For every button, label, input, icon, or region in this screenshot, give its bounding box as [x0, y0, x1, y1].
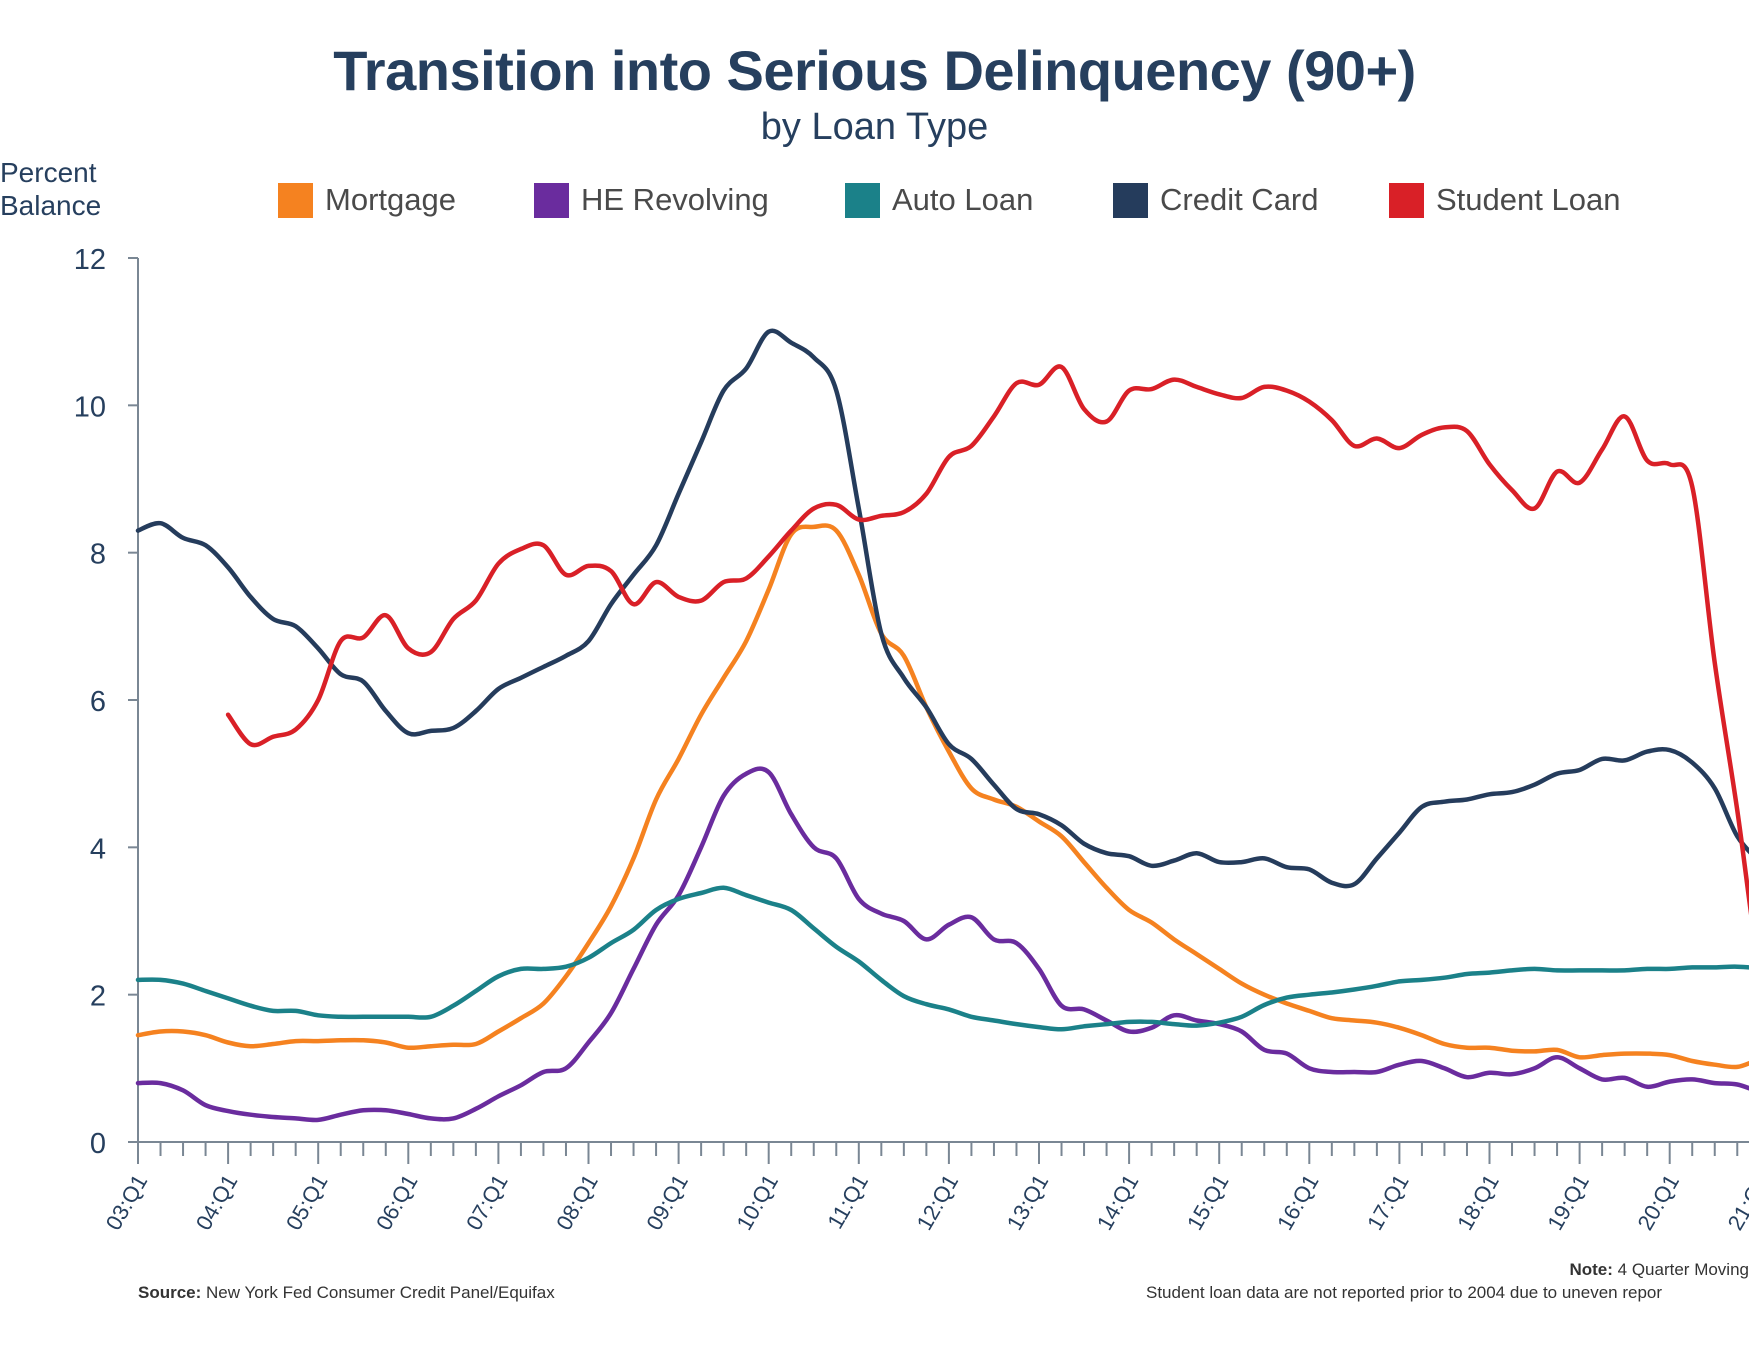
- y-tick-label: 6: [90, 686, 106, 718]
- x-tick-label: 13:Q1: [1002, 1170, 1054, 1234]
- legend-item-mortgage: Mortgage: [278, 182, 456, 218]
- x-tick-label: 08:Q1: [551, 1170, 603, 1234]
- legend-item-student-loan: Student Loan: [1389, 182, 1620, 218]
- series-line-auto-loan: [135, 885, 1749, 1032]
- legend-swatch: [1113, 182, 1148, 218]
- series-line-mortgage: [135, 523, 1749, 1070]
- x-tick-label: 16:Q1: [1272, 1170, 1324, 1234]
- y-axis-label: Percent Balance: [0, 156, 101, 222]
- x-tick-label: 14:Q1: [1092, 1170, 1144, 1234]
- x-tick-label: 20:Q1: [1632, 1170, 1684, 1234]
- series-line-student-loan: [225, 364, 1749, 916]
- legend-swatch: [278, 182, 313, 218]
- footnote: Note: 4 Quarter Moving: [1569, 1260, 1749, 1280]
- y-tick-label: 12: [74, 244, 106, 276]
- series-group: [135, 328, 1749, 1123]
- x-tick-label: 03:Q1: [101, 1170, 153, 1234]
- y-tick-label: 4: [90, 833, 106, 865]
- legend-label: Student Loan: [1436, 182, 1621, 217]
- y-tick-label: 8: [90, 539, 106, 571]
- legend-item-he-revolving: HE Revolving: [534, 182, 769, 218]
- chart-subtitle: by Loan Type: [760, 106, 989, 148]
- legend-label: Auto Loan: [892, 182, 1034, 217]
- x-tick-label: 07:Q1: [461, 1170, 513, 1234]
- note-text: 4 Quarter Moving: [1617, 1260, 1749, 1279]
- legend: Mortgage HE Revolving Auto Loan Credit Card…: [0, 182, 1749, 232]
- source-note: Source: New York Fed Consumer Credit Pan…: [138, 1283, 555, 1303]
- chart-title: Transition into Serious Delinquency (90+…: [333, 39, 1416, 102]
- y-tick-label: 0: [90, 1128, 106, 1160]
- source-text: New York Fed Consumer Credit Panel/Equif…: [206, 1283, 555, 1302]
- y-axis-label-line2: Balance: [0, 190, 102, 221]
- legend-item-credit-card: Credit Card: [1113, 182, 1319, 218]
- x-tick-label: 19:Q1: [1542, 1170, 1594, 1234]
- note-label: Note:: [1569, 1260, 1613, 1279]
- x-tick-label: 12:Q1: [912, 1170, 964, 1234]
- legend-label: Mortgage: [325, 182, 456, 217]
- legend-label: Credit Card: [1160, 182, 1319, 217]
- x-tick-label: 09:Q1: [641, 1170, 693, 1234]
- legend-label: HE Revolving: [581, 182, 769, 217]
- legend-swatch: [534, 182, 569, 218]
- source-label: Source:: [138, 1283, 202, 1302]
- x-tick-label: 21:Q1: [1723, 1170, 1749, 1234]
- x-tick-label: 15:Q1: [1182, 1170, 1234, 1234]
- x-tick-label: 06:Q1: [371, 1170, 423, 1234]
- x-tick-label: 17:Q1: [1362, 1170, 1414, 1234]
- legend-item-auto-loan: Auto Loan: [845, 182, 1033, 218]
- legend-swatch: [1389, 182, 1424, 218]
- legend-swatch: [845, 182, 880, 218]
- x-tick-label: 11:Q1: [822, 1170, 873, 1233]
- y-axis-label-line1: Percent: [0, 157, 97, 188]
- x-tick-label: 10:Q1: [731, 1170, 783, 1234]
- y-tick-label: 10: [74, 391, 106, 423]
- y-tick-label: 2: [90, 981, 106, 1013]
- series-line-credit-card: [135, 328, 1749, 889]
- footnote-line2: Student loan data are not reported prior…: [1146, 1283, 1663, 1302]
- x-tick-label: 05:Q1: [281, 1170, 333, 1234]
- x-tick-label: 18:Q1: [1452, 1170, 1504, 1234]
- x-tick-label: 04:Q1: [191, 1170, 243, 1234]
- series-line-he-revolving: [135, 766, 1749, 1123]
